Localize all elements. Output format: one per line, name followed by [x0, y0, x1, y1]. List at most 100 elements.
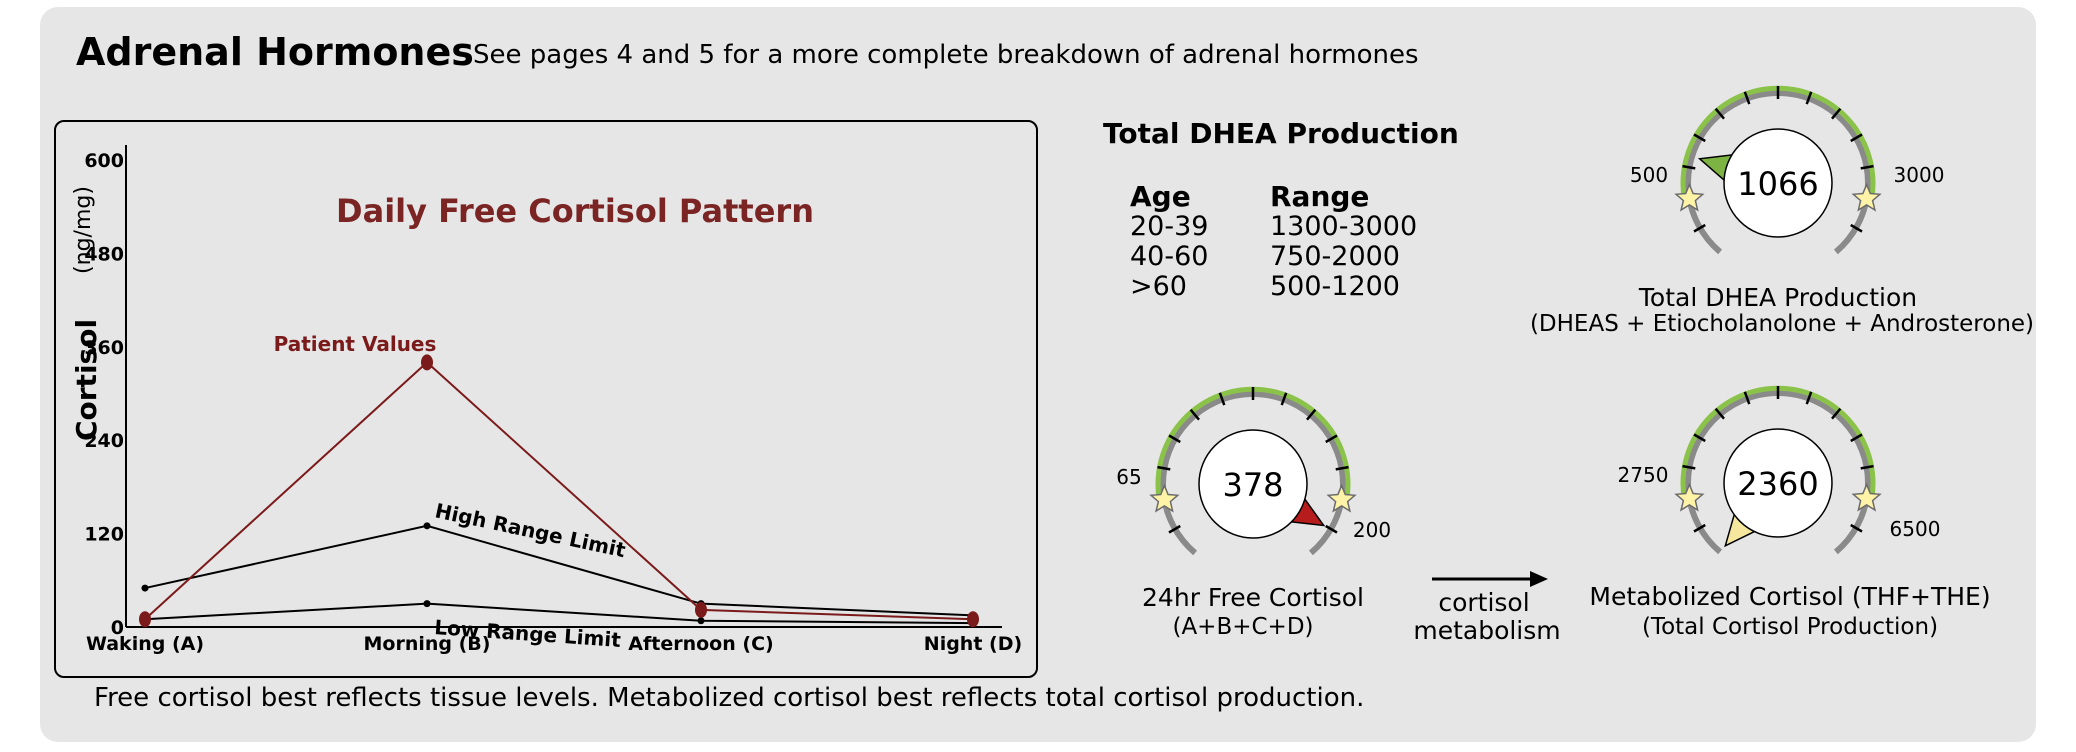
- gauge-tick: [1860, 464, 1874, 470]
- gauge-tick: [1860, 164, 1874, 170]
- x-tick-label: Afternoon (C): [628, 633, 773, 655]
- dhea-gauge-high: 3000: [1894, 163, 1945, 187]
- dhea-gauge-label1: Total DHEA Production: [1638, 283, 1917, 312]
- gauge-tick: [1306, 408, 1317, 421]
- y-tick-label: 240: [84, 430, 124, 452]
- dhea-col-range: Range: [1270, 180, 1369, 213]
- dhea-gauge-value: 1066: [1737, 165, 1818, 203]
- gauge-tick: [1850, 433, 1863, 443]
- free-cortisol-gauge-low: 65: [1116, 465, 1141, 489]
- gauge-tick: [1325, 434, 1338, 444]
- y-axis-unit: (ng/mg): [71, 186, 96, 274]
- data-point: [141, 584, 149, 592]
- gauge-tick: [1831, 107, 1842, 120]
- gauge-tick: [1682, 464, 1696, 470]
- dhea-age-2: >60: [1130, 271, 1187, 302]
- gauge-tick: [1805, 391, 1813, 405]
- free-cortisol-gauge-label1: 24hr Free Cortisol: [1142, 583, 1364, 612]
- gauge-tick: [1693, 433, 1706, 443]
- y-tick-label: 0: [111, 617, 124, 639]
- metabolized-gauge-label1: Metabolized Cortisol (THF+THE): [1589, 582, 1990, 611]
- dhea-range-2: 500-1200: [1270, 271, 1400, 302]
- y-tick-label: 360: [84, 337, 124, 359]
- series-line: [144, 602, 974, 625]
- arrow-label-line1: cortisol: [1438, 588, 1529, 617]
- gauge-tick: [1805, 91, 1813, 105]
- dhea-gauge-low: 500: [1630, 163, 1668, 187]
- range-star-marker: [1851, 482, 1882, 512]
- range-star-marker: [1851, 182, 1882, 212]
- gauge-tick: [1693, 523, 1706, 533]
- gauge-tick: [1693, 133, 1706, 143]
- dhea-gauge: [1674, 85, 1882, 255]
- data-point: [139, 611, 151, 628]
- series-label-high: High Range Limit: [433, 498, 628, 562]
- dhea-age-1: 40-60: [1130, 241, 1208, 272]
- range-star-marker: [1149, 483, 1180, 513]
- gauge-center: [1723, 428, 1833, 538]
- range-star-marker: [1674, 182, 1705, 212]
- y-tick-label: 600: [84, 150, 124, 172]
- free-cortisol-gauge-high: 200: [1353, 518, 1391, 542]
- dhea-range-1: 750-2000: [1270, 241, 1400, 272]
- range-star-marker: [1674, 482, 1705, 512]
- gauge-tick: [1850, 523, 1863, 533]
- gauge-tick: [1714, 107, 1725, 120]
- range-star-marker: [1326, 483, 1357, 513]
- gauge-tick: [1335, 465, 1349, 471]
- chart-title: Daily Free Cortisol Pattern: [336, 192, 814, 230]
- metabolized-gauge-value: 2360: [1737, 465, 1818, 503]
- gauge-tick: [1280, 392, 1288, 406]
- gauge-tick: [1743, 91, 1751, 105]
- metabolized-cortisol-gauge: [1674, 385, 1882, 555]
- series-label-patient: Patient Values: [274, 332, 437, 356]
- gauge-center: [1723, 128, 1833, 238]
- section-title: Adrenal Hormones: [76, 30, 474, 74]
- free-cortisol-gauge: [1149, 386, 1357, 556]
- gauge-tick: [1218, 392, 1226, 406]
- footer-note: Free cortisol best reflects tissue level…: [94, 683, 1365, 713]
- gauge-tick: [1168, 524, 1181, 534]
- free-cortisol-gauge-label2: (A+B+C+D): [1172, 614, 1313, 640]
- section-subtitle: See pages 4 and 5 for a more complete br…: [473, 40, 1419, 70]
- dhea-table-title: Total DHEA Production: [1103, 117, 1459, 150]
- metabolized-gauge-low: 2750: [1618, 463, 1669, 487]
- dhea-age-0: 20-39: [1130, 211, 1208, 242]
- gauge-tick: [1714, 407, 1725, 420]
- series-line: [144, 524, 974, 617]
- x-tick-label: Night (D): [924, 633, 1022, 655]
- gauge-tick: [1682, 164, 1696, 170]
- x-tick-label: Waking (A): [86, 633, 204, 655]
- data-point: [421, 354, 433, 371]
- gauge-tick: [1168, 434, 1181, 444]
- x-tick-label: Morning (B): [364, 633, 491, 655]
- series-line: [144, 361, 974, 621]
- y-tick-label: 480: [84, 243, 124, 265]
- data-point: [967, 611, 979, 628]
- arrow-label-line2: metabolism: [1413, 616, 1560, 645]
- y-axis-label: Cortisol: [70, 319, 103, 441]
- dhea-col-age: Age: [1130, 180, 1191, 213]
- gauge-tick: [1693, 223, 1706, 233]
- dhea-gauge-label2: (DHEAS + Etiocholanolone + Androsterone): [1530, 311, 2034, 337]
- gauge-tick: [1743, 391, 1751, 405]
- gauge-center: [1198, 429, 1308, 539]
- y-tick-label: 120: [84, 524, 124, 546]
- gauge-tick: [1831, 407, 1842, 420]
- dhea-range-0: 1300-3000: [1270, 211, 1417, 242]
- data-point: [695, 601, 707, 618]
- gauge-tick: [1157, 465, 1171, 471]
- data-point: [697, 617, 705, 625]
- metabolized-gauge-high: 6500: [1890, 517, 1941, 541]
- metabolism-arrow-head: [1530, 571, 1548, 587]
- metabolized-gauge-label2: (Total Cortisol Production): [1642, 614, 1938, 640]
- gauge-tick: [1325, 524, 1338, 534]
- gauge-tick: [1850, 133, 1863, 143]
- gauge-tick: [1189, 408, 1200, 421]
- data-point: [423, 600, 431, 608]
- data-point: [423, 522, 431, 530]
- free-cortisol-gauge-value: 378: [1222, 466, 1283, 504]
- gauge-tick: [1850, 223, 1863, 233]
- cortisol-chart-frame: [54, 120, 1038, 678]
